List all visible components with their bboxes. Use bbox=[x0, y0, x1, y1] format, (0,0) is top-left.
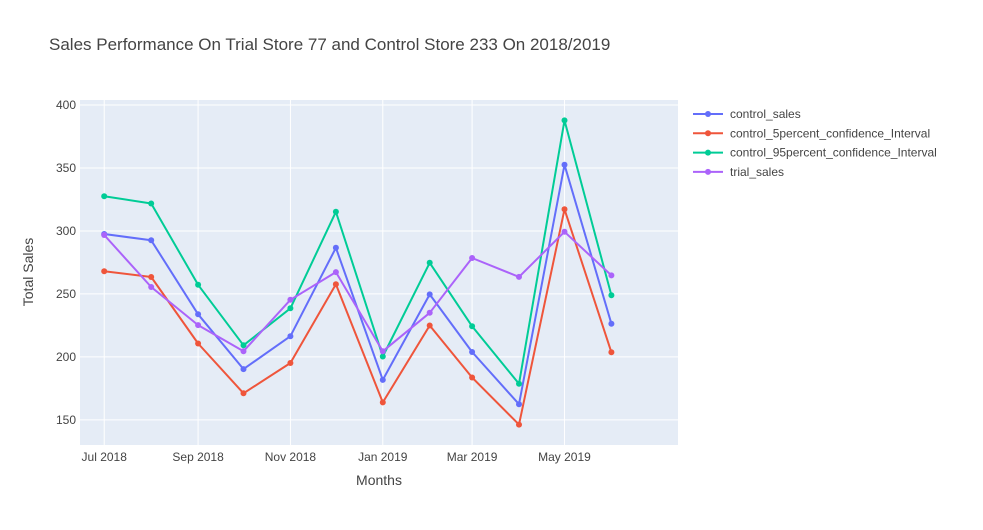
series-line bbox=[103, 230, 613, 353]
legend-marker bbox=[705, 111, 711, 117]
data-point bbox=[516, 273, 522, 280]
data-point bbox=[426, 259, 433, 266]
data-point bbox=[608, 272, 615, 279]
series-line bbox=[104, 119, 613, 385]
x-tick-label: Sep 2018 bbox=[172, 450, 224, 464]
grid-lines bbox=[80, 100, 678, 445]
data-point bbox=[240, 390, 247, 397]
legend: control_sales control_5percent_confidence… bbox=[693, 107, 937, 179]
data-point bbox=[469, 349, 476, 355]
legend-label: control_sales bbox=[730, 107, 801, 121]
legend-marker bbox=[705, 168, 711, 175]
data-point bbox=[240, 348, 247, 355]
legend-label: control_95percent_confidence_Interval bbox=[730, 146, 937, 160]
data-point bbox=[516, 380, 522, 387]
y-tick-label: 150 bbox=[56, 413, 76, 427]
data-point bbox=[516, 421, 522, 428]
data-point bbox=[101, 232, 108, 238]
data-point bbox=[148, 274, 155, 280]
data-point bbox=[608, 349, 615, 356]
data-point bbox=[332, 269, 339, 276]
legend-item[interactable]: trial_sales bbox=[693, 165, 784, 179]
x-axis-title: Months bbox=[356, 472, 402, 488]
data-point bbox=[379, 399, 386, 406]
x-tick-label: Mar 2019 bbox=[447, 450, 498, 464]
data-point bbox=[561, 206, 568, 213]
data-point bbox=[287, 305, 294, 312]
data-point bbox=[469, 374, 476, 381]
legend-label: trial_sales bbox=[730, 165, 784, 179]
data-point bbox=[195, 311, 202, 318]
y-tick-label: 250 bbox=[56, 287, 76, 301]
data-point bbox=[195, 281, 202, 288]
data-point bbox=[240, 342, 247, 349]
y-tick-label: 400 bbox=[56, 98, 76, 112]
series-line bbox=[104, 163, 613, 406]
data-point bbox=[195, 322, 202, 329]
data-point bbox=[240, 366, 247, 373]
data-point bbox=[516, 401, 522, 408]
data-point bbox=[332, 281, 339, 288]
data-point bbox=[148, 284, 155, 290]
data-point bbox=[379, 353, 386, 360]
y-tick-label: 300 bbox=[56, 224, 76, 238]
data-point bbox=[426, 322, 433, 329]
data-point bbox=[287, 360, 294, 366]
data-point bbox=[561, 161, 568, 168]
data-point bbox=[195, 340, 202, 347]
data-point bbox=[332, 244, 339, 251]
data-point bbox=[148, 237, 155, 244]
x-tick-label: Nov 2018 bbox=[265, 450, 317, 464]
legend-marker bbox=[705, 130, 711, 137]
data-point bbox=[608, 292, 615, 299]
data-point bbox=[426, 291, 433, 298]
x-tick-label: Jan 2019 bbox=[358, 450, 408, 464]
y-tick-label: 200 bbox=[56, 350, 76, 364]
data-point bbox=[148, 200, 155, 207]
data-point bbox=[561, 117, 568, 124]
legend-item[interactable]: control_sales bbox=[693, 107, 801, 121]
data-point bbox=[287, 296, 294, 303]
legend-marker bbox=[705, 149, 711, 156]
data-point bbox=[287, 333, 294, 340]
series-trial-sales bbox=[101, 228, 615, 355]
data-point bbox=[426, 309, 433, 316]
data-point bbox=[101, 268, 108, 275]
data-point bbox=[379, 376, 386, 383]
x-tick-label: Jul 2018 bbox=[82, 450, 128, 464]
y-tick-label: 350 bbox=[56, 161, 76, 175]
chart-title: Sales Performance On Trial Store 77 and … bbox=[49, 35, 610, 54]
series-line bbox=[104, 208, 613, 426]
legend-item[interactable]: control_5percent_confidence_Interval bbox=[693, 126, 930, 140]
plot-area bbox=[80, 100, 678, 445]
series-lines bbox=[101, 117, 615, 428]
data-point bbox=[608, 320, 615, 327]
x-axis-ticks: Jul 2018 Sep 2018 Nov 2018 Jan 2019 Mar 2019… bbox=[82, 450, 592, 464]
series-control-5percent-confidence-Interval bbox=[101, 206, 615, 428]
y-axis-title: Total Sales bbox=[20, 238, 36, 306]
data-point bbox=[469, 255, 476, 261]
x-tick-label: May 2019 bbox=[538, 450, 591, 464]
y-axis-ticks: 150 200 250 300 350 400 bbox=[56, 98, 76, 427]
series-control-95percent-confidence-Interval bbox=[101, 117, 615, 387]
data-point bbox=[469, 323, 476, 330]
legend-label: control_5percent_confidence_Interval bbox=[730, 126, 930, 140]
data-point bbox=[101, 193, 108, 200]
data-point bbox=[379, 348, 386, 355]
data-point bbox=[561, 228, 568, 235]
legend-item[interactable]: control_95percent_confidence_Interval bbox=[693, 146, 937, 160]
data-point bbox=[332, 208, 339, 215]
